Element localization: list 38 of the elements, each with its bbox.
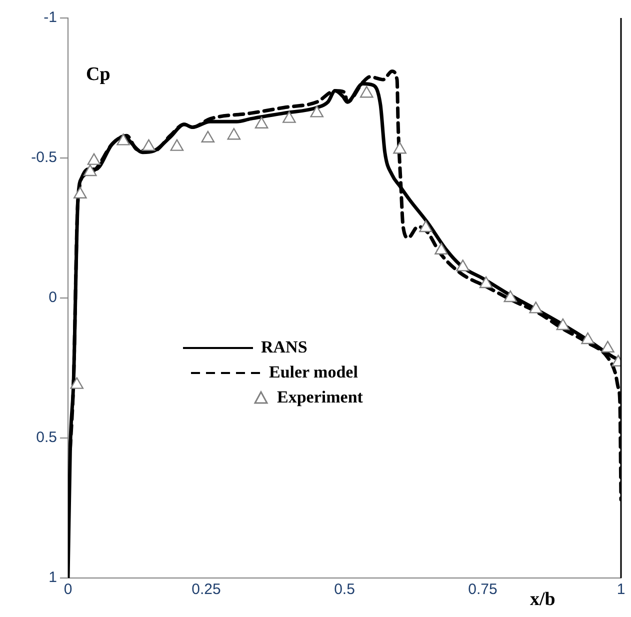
y-tick-label: 0 (48, 289, 57, 306)
point (282, 111, 296, 123)
point (504, 290, 518, 302)
point (70, 377, 84, 389)
x-tick-label: 0.5 (334, 581, 355, 598)
legend-label: Experiment (277, 387, 364, 406)
x-tick-label: 0.75 (468, 581, 498, 598)
point (434, 242, 448, 254)
point (581, 332, 594, 344)
point (456, 260, 470, 272)
y-axis-title: Cp (86, 64, 110, 85)
legend-label: Euler model (269, 362, 358, 382)
point (529, 302, 542, 314)
point (310, 106, 324, 118)
point (419, 220, 432, 232)
point (74, 186, 87, 198)
legend-label: RANS (261, 337, 308, 356)
point (601, 340, 614, 352)
point (116, 134, 130, 146)
y-tick-label: -0.5 (31, 149, 57, 166)
point (227, 128, 241, 140)
point (87, 153, 101, 165)
point (556, 318, 570, 330)
point (201, 130, 215, 142)
x-tick-label: 0 (64, 581, 72, 598)
point (393, 142, 406, 154)
y-tick-label: 0.5 (36, 429, 57, 446)
x-tick-label: 0.25 (192, 581, 221, 598)
point (479, 276, 493, 288)
point (170, 139, 184, 151)
point (360, 86, 374, 98)
point (142, 139, 156, 151)
x-axis-title: x/b (530, 588, 556, 610)
point (83, 164, 97, 176)
x-tick-label: 1 (616, 581, 626, 598)
y-tick-label: -1 (44, 9, 57, 26)
point (254, 116, 268, 128)
y-tick-label: 1 (48, 569, 57, 586)
